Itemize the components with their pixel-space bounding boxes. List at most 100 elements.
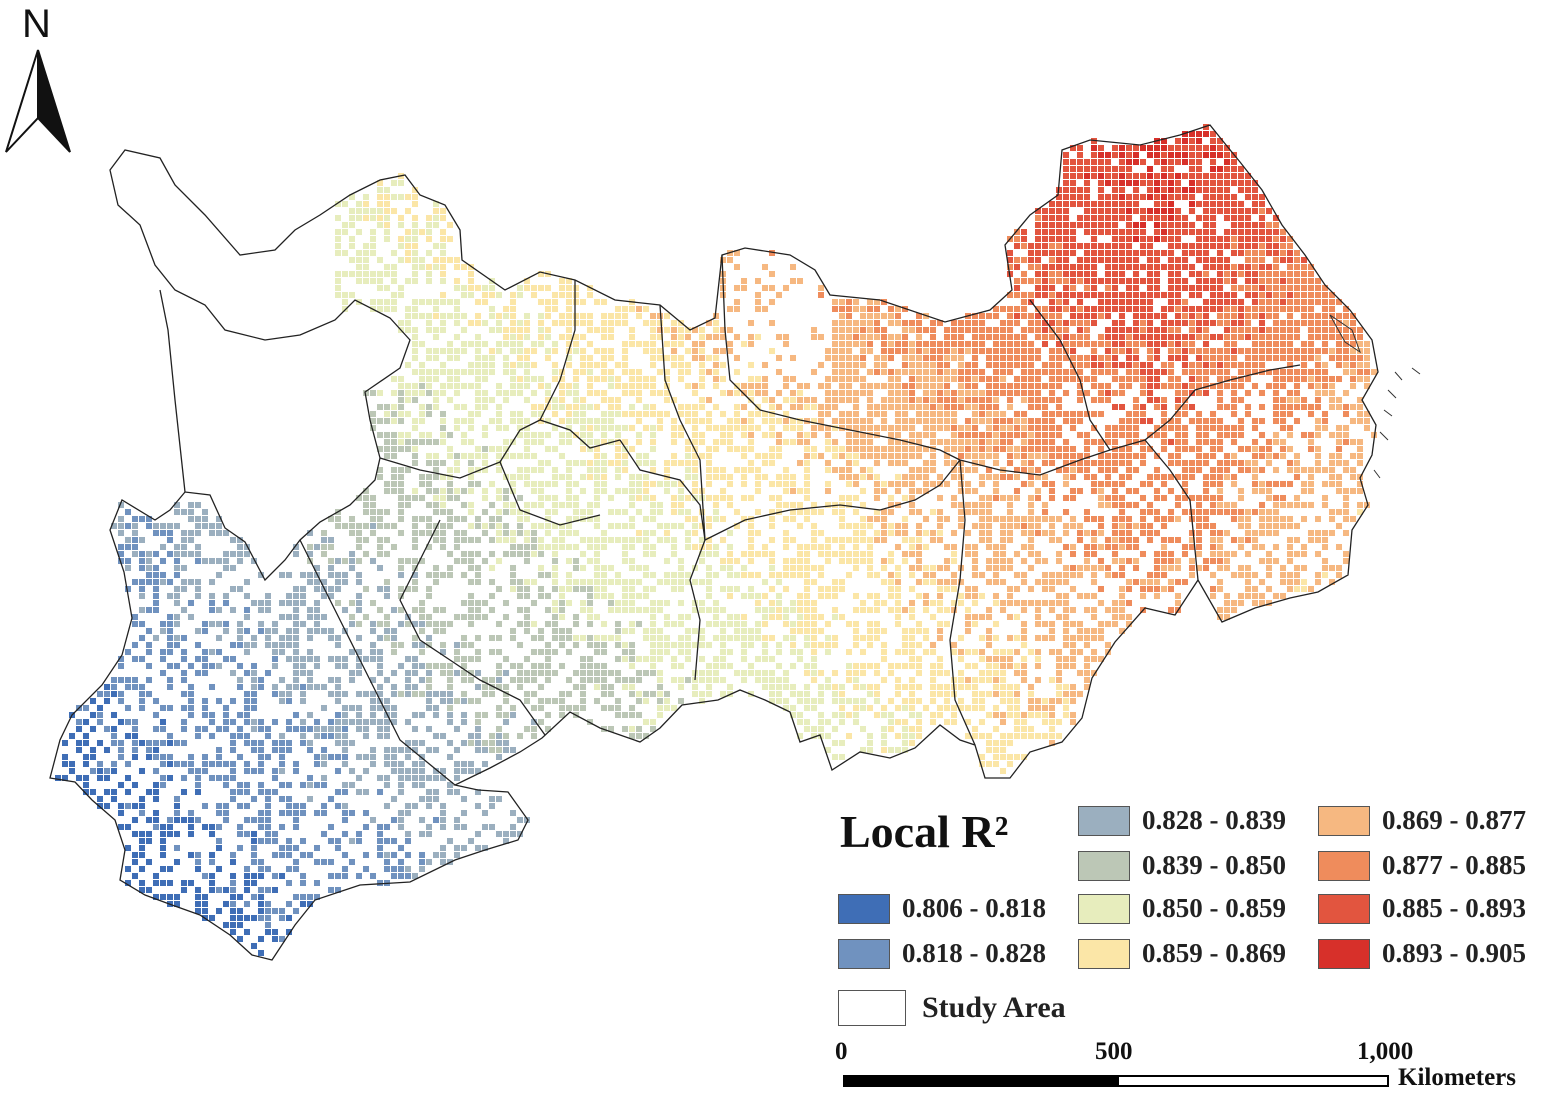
grid-cell — [545, 530, 551, 536]
grid-cell — [860, 516, 866, 522]
grid-cell — [1280, 593, 1286, 599]
grid-cell — [447, 516, 453, 522]
grid-cell — [328, 516, 334, 522]
grid-cell — [1119, 558, 1125, 564]
grid-cell — [1140, 292, 1146, 298]
grid-cell — [1203, 264, 1209, 270]
grid-cell — [615, 600, 621, 606]
grid-cell — [1252, 509, 1258, 515]
grid-cell — [1294, 495, 1300, 501]
grid-cell — [1105, 481, 1111, 487]
grid-cell — [874, 425, 880, 431]
grid-cell — [1259, 544, 1265, 550]
grid-cell — [741, 432, 747, 438]
grid-cell — [489, 502, 495, 508]
grid-cell — [1168, 579, 1174, 585]
grid-cell — [1189, 187, 1195, 193]
grid-cell — [1119, 481, 1125, 487]
grid-cell — [951, 544, 957, 550]
grid-cell — [1259, 327, 1265, 333]
grid-cell — [1126, 558, 1132, 564]
grid-cell — [874, 516, 880, 522]
grid-cell — [783, 516, 789, 522]
grid-cell — [503, 453, 509, 459]
grid-cell — [1021, 369, 1027, 375]
grid-cell — [762, 418, 768, 424]
grid-cell — [1084, 159, 1090, 165]
grid-cell — [1196, 551, 1202, 557]
grid-cell — [657, 607, 663, 613]
grid-cell — [1301, 320, 1307, 326]
grid-cell — [244, 593, 250, 599]
grid-cell — [895, 565, 901, 571]
grid-cell — [1140, 341, 1146, 347]
grid-cell — [1287, 243, 1293, 249]
grid-cell — [657, 418, 663, 424]
grid-cell — [391, 376, 397, 382]
grid-cell — [608, 404, 614, 410]
grid-cell — [1210, 502, 1216, 508]
grid-cell — [706, 481, 712, 487]
grid-cell — [573, 495, 579, 501]
grid-cell — [1217, 376, 1223, 382]
grid-cell — [1161, 152, 1167, 158]
grid-cell — [503, 495, 509, 501]
grid-cell — [1189, 313, 1195, 319]
grid-cell — [909, 544, 915, 550]
grid-cell — [678, 488, 684, 494]
grid-cell — [377, 607, 383, 613]
grid-cell — [174, 600, 180, 606]
grid-cell — [769, 607, 775, 613]
grid-cell — [671, 341, 677, 347]
grid-cell — [1252, 264, 1258, 270]
grid-cell — [363, 537, 369, 543]
grid-cell — [1294, 334, 1300, 340]
grid-cell — [1308, 355, 1314, 361]
grid-cell — [923, 397, 929, 403]
grid-cell — [825, 467, 831, 473]
grid-cell — [454, 544, 460, 550]
grid-cell — [1021, 236, 1027, 242]
grid-cell — [1042, 586, 1048, 592]
grid-cell — [1126, 292, 1132, 298]
grid-cell — [671, 348, 677, 354]
grid-cell — [1007, 292, 1013, 298]
grid-cell — [1231, 509, 1237, 515]
grid-cell — [1315, 418, 1321, 424]
grid-cell — [447, 509, 453, 515]
grid-cell — [419, 362, 425, 368]
grid-cell — [895, 341, 901, 347]
grid-cell — [314, 565, 320, 571]
grid-cell — [1259, 362, 1265, 368]
grid-cell — [1056, 432, 1062, 438]
grid-cell — [1196, 166, 1202, 172]
grid-cell — [314, 586, 320, 592]
grid-cell — [916, 383, 922, 389]
grid-cell — [1105, 222, 1111, 228]
grid-cell — [1056, 516, 1062, 522]
grid-cell — [503, 355, 509, 361]
grid-cell — [531, 530, 537, 536]
grid-cell — [1126, 453, 1132, 459]
grid-cell — [755, 278, 761, 284]
grid-cell — [923, 390, 929, 396]
grid-cell — [412, 558, 418, 564]
grid-cell — [1126, 425, 1132, 431]
grid-cell — [1217, 502, 1223, 508]
grid-cell — [832, 593, 838, 599]
grid-cell — [1098, 565, 1104, 571]
grid-cell — [524, 537, 530, 543]
grid-cell — [825, 481, 831, 487]
grid-cell — [636, 390, 642, 396]
grid-cell — [1280, 383, 1286, 389]
grid-cell — [1119, 593, 1125, 599]
grid-cell — [405, 502, 411, 508]
grid-cell — [608, 383, 614, 389]
grid-cell — [1042, 215, 1048, 221]
grid-cell — [1133, 579, 1139, 585]
grid-cell — [335, 292, 341, 298]
grid-cell — [1084, 439, 1090, 445]
grid-cell — [930, 481, 936, 487]
grid-cell — [1273, 383, 1279, 389]
grid-cell — [489, 537, 495, 543]
